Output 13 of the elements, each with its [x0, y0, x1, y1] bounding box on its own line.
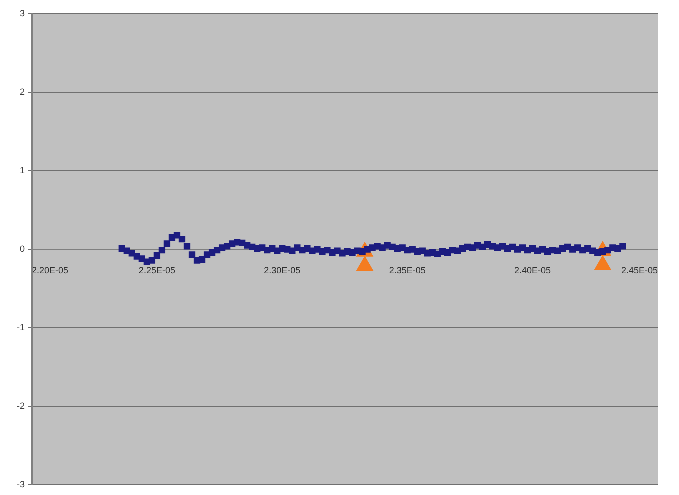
- y-tick-label: -1: [16, 322, 25, 332]
- y-tick-label: 2: [20, 86, 25, 97]
- x-tick-label: 2.20E-05: [32, 265, 69, 276]
- x-tick-label: 2.45E-05: [621, 265, 658, 276]
- x-tick-label: 2.30E-05: [264, 265, 301, 276]
- y-tick-label: -3: [16, 479, 25, 490]
- y-tick-label: 1: [20, 165, 25, 176]
- y-tick-label: 0: [20, 244, 25, 254]
- x-tick-label: 2.25E-05: [138, 265, 176, 276]
- x-tick-label: 2.35E-05: [389, 265, 426, 276]
- y-tick-label: 3: [20, 8, 25, 18]
- x-tick-label: 2.40E-05: [514, 265, 552, 276]
- y-tick-label: -2: [16, 400, 25, 411]
